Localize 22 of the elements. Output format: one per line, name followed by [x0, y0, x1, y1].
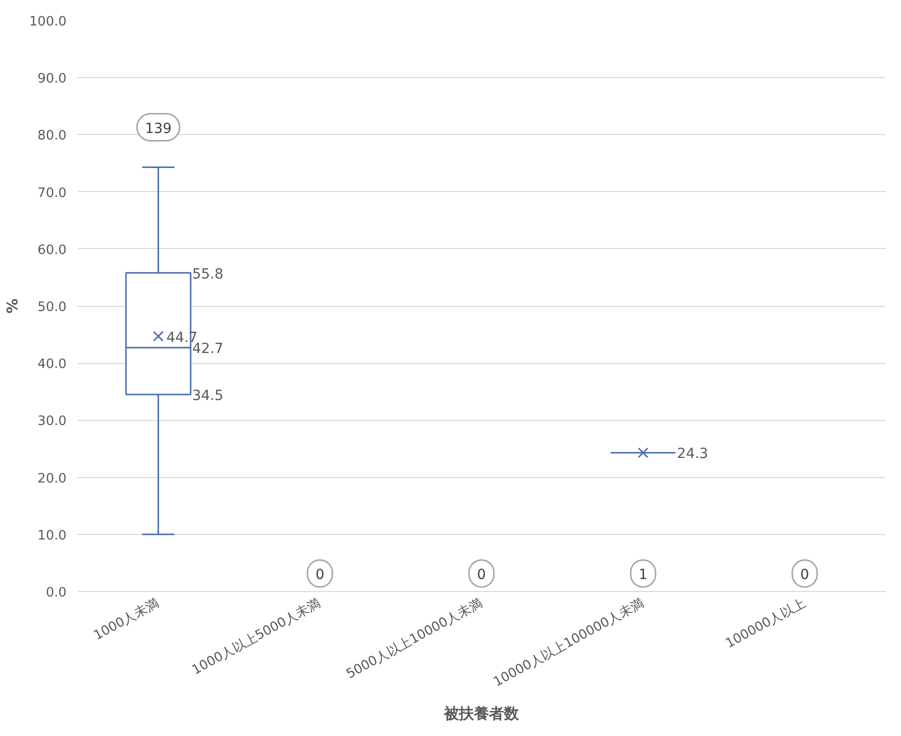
y-tick-label: 0.0: [46, 586, 67, 600]
annotation: 34.5: [192, 388, 224, 404]
annotation: 0: [800, 567, 810, 583]
y-tick-label: 90.0: [38, 72, 67, 87]
x-axis-title: 被扶養者数: [443, 704, 520, 723]
annotation: 1: [638, 567, 648, 583]
y-tick-label: 60.0: [38, 242, 67, 258]
annotation: 0: [315, 567, 324, 583]
y-tick-label: 50.0: [38, 300, 67, 315]
y-axis-title: %: [3, 298, 22, 314]
y-tick-label: 30.0: [38, 414, 67, 430]
annotation: 0: [477, 567, 486, 583]
y-tick-label: 70.0: [38, 186, 67, 201]
y-tick-label: 20.0: [38, 471, 67, 486]
y-tick-label: 40.0: [38, 357, 67, 372]
annotation: 139: [144, 120, 172, 137]
y-tick-label: 100.0: [29, 14, 66, 30]
annotation: 55.8: [192, 266, 224, 282]
y-tick-label: 80.0: [38, 128, 67, 144]
annotation: 24.3: [677, 446, 708, 462]
y-tick-label: 10.0: [38, 528, 67, 544]
annotation: 42.7: [192, 341, 224, 358]
